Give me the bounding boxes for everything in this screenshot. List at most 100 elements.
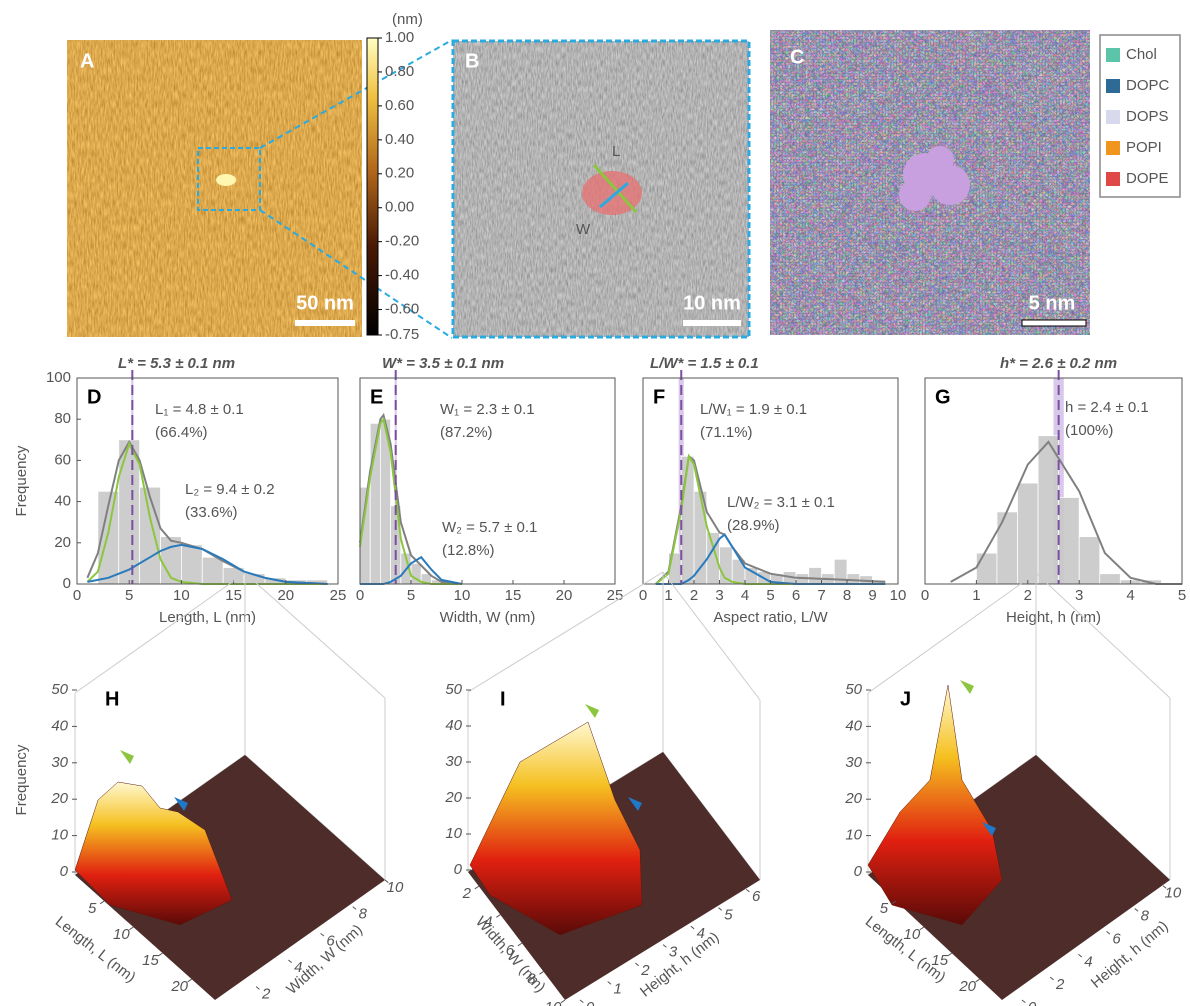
colorbar-tick-label: 0.00 bbox=[385, 199, 414, 216]
bar bbox=[1037, 435, 1060, 585]
axis-tick bbox=[158, 952, 163, 957]
axis-tick bbox=[187, 978, 192, 983]
z-tick-label: 0 bbox=[60, 863, 69, 880]
length-arrow bbox=[592, 164, 638, 213]
axis-tick-label: 4 bbox=[697, 925, 705, 942]
bar bbox=[1017, 482, 1039, 585]
bar bbox=[996, 511, 1018, 585]
axis-tick-label: 10 bbox=[545, 999, 562, 1006]
axis-tick-label: 20 bbox=[170, 978, 188, 995]
axis-tick-label: 10 bbox=[903, 926, 920, 943]
x-tick-label: 25 bbox=[607, 587, 624, 604]
panel-label: I bbox=[500, 688, 506, 710]
bar bbox=[201, 556, 224, 585]
x-tick-label: 2 bbox=[690, 587, 698, 604]
fit-share: (66.4%) bbox=[155, 424, 208, 441]
axis-tick bbox=[947, 952, 953, 957]
legend-swatch bbox=[1106, 172, 1120, 186]
chart-title: L/W* = 1.5 ± 0.1 bbox=[650, 355, 759, 372]
y-tick-label: 40 bbox=[54, 493, 71, 510]
scale-bar-label: 5 nm bbox=[1029, 292, 1076, 314]
axis-tick-label: 10 bbox=[387, 879, 404, 896]
x-tick-label: 5 bbox=[407, 587, 415, 604]
y-tick-label: 80 bbox=[54, 410, 71, 427]
surface-peak bbox=[469, 721, 643, 936]
zoom-line bbox=[259, 39, 453, 149]
colorbar-tick-label: -0.75 bbox=[385, 326, 419, 343]
plot-frame bbox=[924, 377, 1183, 585]
z-tick-label: 40 bbox=[845, 717, 862, 734]
fit-share: (100%) bbox=[1065, 422, 1113, 439]
panel-label: B bbox=[465, 50, 479, 72]
axis-tick bbox=[607, 981, 612, 985]
axis-tick-label: 2 bbox=[261, 986, 271, 1003]
axis-label: Length, L (nm) bbox=[52, 913, 139, 986]
axis-tick bbox=[129, 926, 134, 931]
scale-bar bbox=[683, 320, 741, 326]
x-tick-label: 3 bbox=[715, 587, 723, 604]
fit-label: L/W₂ = 3.1 ± 0.1 bbox=[727, 494, 835, 511]
z-tick-label: 20 bbox=[444, 789, 462, 806]
colorbar-tick-label: -0.40 bbox=[385, 267, 419, 284]
legend-swatch bbox=[1106, 48, 1120, 62]
legend: Chol DOPC DOPS POPI DOPE bbox=[1106, 46, 1170, 187]
axis-tick-label: 6 bbox=[506, 942, 515, 959]
bar bbox=[1078, 536, 1101, 585]
x-tick-label: 9 bbox=[868, 587, 876, 604]
axis-tick bbox=[690, 925, 695, 930]
axis-tick-label: 8 bbox=[527, 971, 536, 988]
x-axis-label: Aspect ratio, L/W bbox=[713, 609, 828, 626]
colorbar-tick-label: 1.00 bbox=[385, 29, 414, 46]
axis-tick bbox=[579, 999, 584, 1004]
axis-tick bbox=[320, 932, 325, 937]
axis-tick bbox=[560, 999, 566, 1004]
panel-a: A 50 nm (nm) 1.00 0.80 0.60 0.40 0.20 0.00 -0.… bbox=[67, 11, 453, 343]
axis-tick bbox=[1078, 953, 1083, 958]
x-tick-label: 4 bbox=[741, 587, 749, 604]
z-tick-label: 40 bbox=[51, 717, 68, 734]
fit-share: (12.8%) bbox=[442, 542, 495, 559]
length-label: L bbox=[612, 143, 620, 160]
z-tick-label: 0 bbox=[854, 863, 863, 880]
panel-c: C 5 nm Chol DOPC DOPS POPI DOPE bbox=[770, 30, 1181, 335]
bar bbox=[846, 573, 861, 585]
box-edge bbox=[467, 571, 664, 693]
fit-label: h = 2.4 ± 0.1 bbox=[1065, 399, 1149, 416]
colorbar-tick-label: 0.80 bbox=[385, 63, 414, 80]
z-tick-label: 40 bbox=[445, 717, 462, 734]
z-tick-label: 30 bbox=[445, 753, 462, 770]
fit-label: L₁ = 4.8 ± 0.1 bbox=[155, 401, 244, 418]
axis-tick bbox=[352, 906, 357, 910]
x-tick-label: 0 bbox=[639, 587, 647, 604]
axis-tick-label: 15 bbox=[931, 952, 948, 969]
axis-tick-label: 15 bbox=[142, 952, 159, 969]
chart-title: W* = 3.5 ± 0.1 nm bbox=[382, 355, 504, 372]
legend-label: DOPE bbox=[1126, 170, 1169, 187]
axis-tick bbox=[891, 900, 897, 905]
panel-b: B L W 10 nm bbox=[451, 39, 751, 339]
x-tick-label: 0 bbox=[921, 587, 929, 604]
x-tick-label: 20 bbox=[277, 587, 294, 604]
axis-tick-label: 20 bbox=[958, 978, 976, 995]
fit-label: W₂ = 5.7 ± 0.1 bbox=[442, 519, 537, 536]
fit-label: L/W₁ = 1.9 ± 0.1 bbox=[700, 401, 807, 418]
axis-tick-label: 2 bbox=[462, 885, 472, 902]
bar bbox=[808, 567, 822, 585]
axis-tick-label: 6 bbox=[326, 932, 335, 949]
bar bbox=[1099, 573, 1121, 585]
fit-label: W₁ = 2.3 ± 0.1 bbox=[440, 401, 535, 418]
legend-label: Chol bbox=[1126, 46, 1157, 63]
x-tick-label: 10 bbox=[890, 587, 907, 604]
legend-swatch bbox=[1106, 110, 1120, 124]
bar bbox=[118, 439, 141, 585]
afm-image bbox=[67, 40, 362, 337]
x-tick-label: 7 bbox=[817, 587, 825, 604]
axis-tick bbox=[635, 962, 640, 967]
peak-arrow bbox=[174, 797, 188, 811]
x-tick-label: 8 bbox=[843, 587, 851, 604]
peak-arrow bbox=[585, 704, 599, 718]
axis-tick-label: 8 bbox=[1141, 908, 1150, 925]
axis-tick-label: 4 bbox=[1084, 953, 1092, 970]
axis-tick bbox=[745, 888, 750, 893]
panel-label: E bbox=[370, 386, 383, 408]
